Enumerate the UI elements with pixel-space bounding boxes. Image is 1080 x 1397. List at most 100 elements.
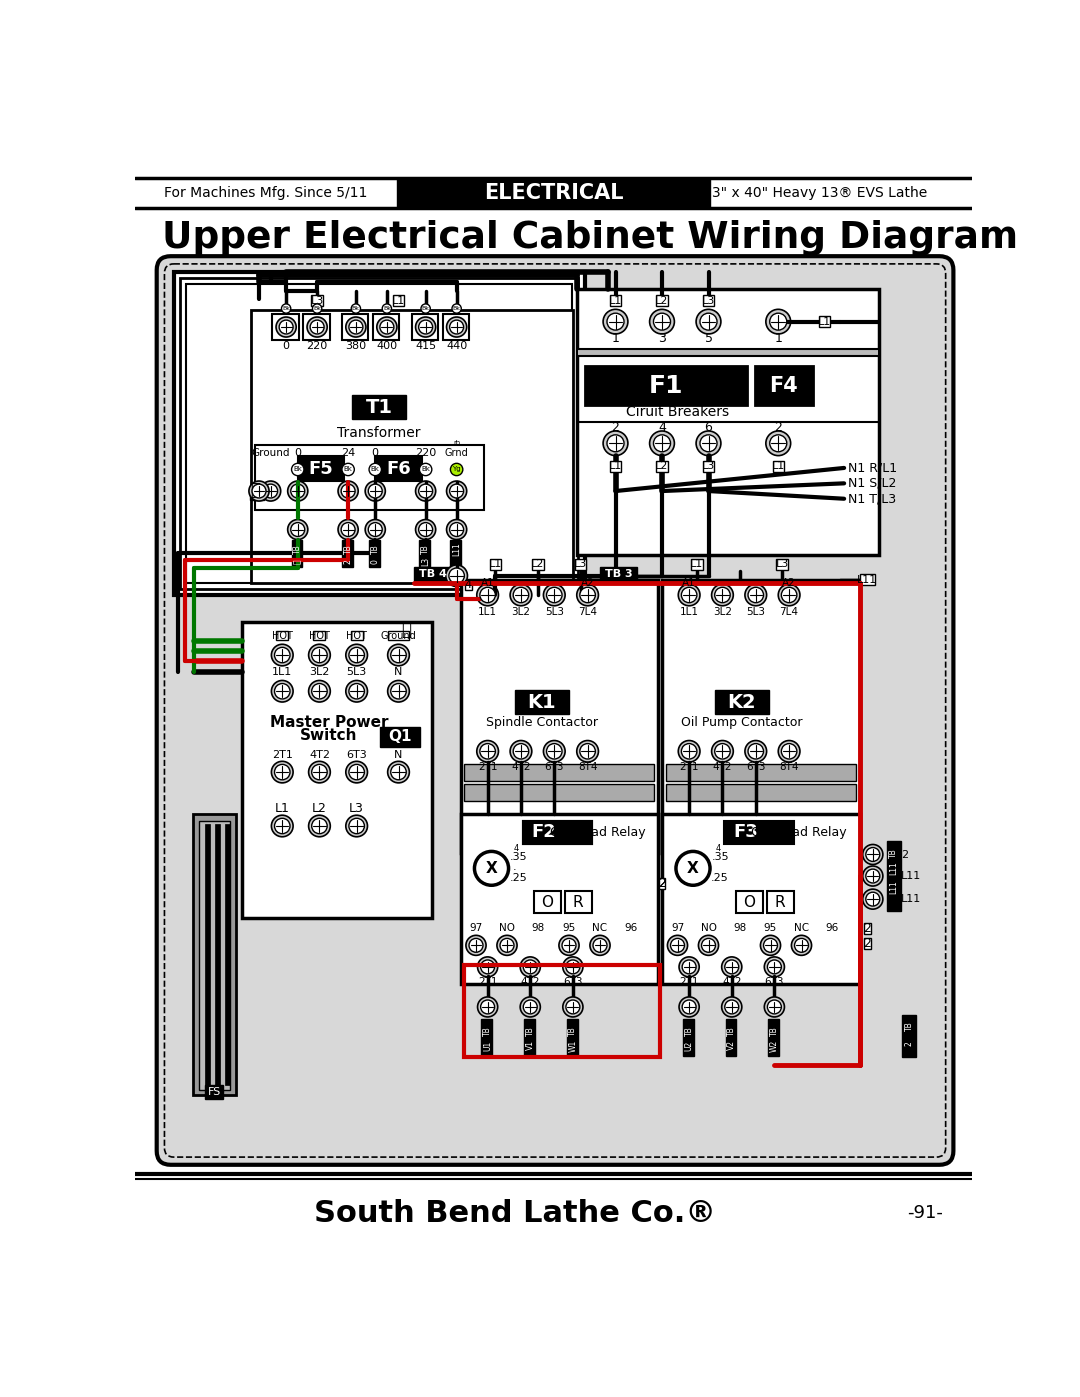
Text: L11: L11 bbox=[453, 542, 461, 556]
Text: 2T1: 2T1 bbox=[477, 761, 498, 771]
Bar bbox=[375, 457, 422, 481]
Circle shape bbox=[712, 584, 733, 606]
Circle shape bbox=[603, 309, 627, 334]
Bar bbox=[662, 814, 860, 983]
Circle shape bbox=[377, 317, 397, 337]
Text: L1: L1 bbox=[489, 559, 502, 569]
Text: Overload Relay: Overload Relay bbox=[752, 826, 847, 838]
Bar bbox=[515, 690, 569, 714]
Text: Transformer: Transformer bbox=[337, 426, 421, 440]
Circle shape bbox=[745, 740, 767, 763]
Text: 6T3: 6T3 bbox=[544, 761, 564, 771]
Text: Master Power: Master Power bbox=[270, 714, 388, 729]
Bar bbox=[342, 539, 353, 567]
Text: Ciruit Breakers: Ciruit Breakers bbox=[626, 405, 729, 419]
Circle shape bbox=[446, 481, 467, 502]
Text: ⏚: ⏚ bbox=[294, 560, 302, 564]
Text: Bk: Bk bbox=[421, 467, 430, 472]
Bar bbox=[460, 814, 658, 983]
Circle shape bbox=[562, 939, 576, 953]
Circle shape bbox=[419, 320, 433, 334]
Text: 415: 415 bbox=[415, 341, 436, 351]
Circle shape bbox=[700, 434, 717, 451]
Text: 6T3: 6T3 bbox=[347, 750, 367, 760]
Circle shape bbox=[349, 764, 364, 780]
Text: 400: 400 bbox=[376, 341, 397, 351]
Text: 3: 3 bbox=[658, 332, 666, 345]
Text: N: N bbox=[394, 666, 403, 678]
Text: L3: L3 bbox=[349, 802, 364, 814]
Bar bbox=[489, 559, 501, 570]
Circle shape bbox=[341, 522, 355, 536]
Circle shape bbox=[766, 309, 791, 334]
Bar bbox=[532, 559, 543, 570]
Bar bbox=[567, 1020, 578, 1056]
Circle shape bbox=[866, 848, 880, 862]
Bar bbox=[735, 891, 762, 914]
Text: 4: 4 bbox=[514, 844, 518, 852]
Circle shape bbox=[781, 587, 797, 602]
Text: N: N bbox=[394, 750, 403, 760]
Circle shape bbox=[563, 957, 583, 977]
Circle shape bbox=[721, 957, 742, 977]
Circle shape bbox=[866, 893, 880, 907]
Bar bbox=[450, 539, 461, 567]
Circle shape bbox=[419, 522, 433, 536]
Circle shape bbox=[476, 740, 499, 763]
Bar bbox=[342, 314, 368, 339]
Text: L3: L3 bbox=[421, 557, 430, 566]
Circle shape bbox=[481, 1000, 495, 1014]
Text: 13" x 40" Heavy 13® EVS Lathe: 13" x 40" Heavy 13® EVS Lathe bbox=[703, 186, 928, 200]
Circle shape bbox=[697, 309, 721, 334]
Text: L1: L1 bbox=[609, 296, 622, 306]
Bar bbox=[864, 939, 870, 950]
Bar bbox=[523, 820, 592, 844]
Text: 5L3: 5L3 bbox=[544, 606, 564, 617]
Text: F4: F4 bbox=[769, 376, 798, 395]
Circle shape bbox=[338, 481, 359, 502]
Text: 0: 0 bbox=[294, 447, 301, 458]
Text: .25: .25 bbox=[712, 873, 729, 883]
Circle shape bbox=[309, 816, 330, 837]
Bar bbox=[864, 923, 870, 935]
Circle shape bbox=[764, 939, 778, 953]
Circle shape bbox=[368, 522, 382, 536]
Bar bbox=[465, 580, 472, 590]
Circle shape bbox=[863, 866, 882, 886]
Text: 2: 2 bbox=[863, 922, 872, 935]
Bar bbox=[464, 764, 654, 781]
Text: N1 T/L3: N1 T/L3 bbox=[848, 492, 896, 506]
Bar bbox=[482, 1020, 492, 1056]
Text: L3: L3 bbox=[702, 296, 715, 306]
Bar bbox=[373, 314, 400, 339]
Bar bbox=[715, 690, 769, 714]
Circle shape bbox=[342, 464, 354, 475]
Bar bbox=[180, 278, 578, 588]
Circle shape bbox=[292, 464, 303, 475]
Text: 0: 0 bbox=[283, 341, 289, 351]
Circle shape bbox=[521, 997, 540, 1017]
Text: Bk: Bk bbox=[282, 306, 291, 312]
Text: Yg: Yg bbox=[453, 467, 461, 472]
Circle shape bbox=[681, 587, 697, 602]
Text: South Bend Lathe Co.®: South Bend Lathe Co.® bbox=[314, 1199, 716, 1228]
Text: 3L2: 3L2 bbox=[512, 606, 530, 617]
Circle shape bbox=[725, 1000, 739, 1014]
Circle shape bbox=[312, 764, 327, 780]
Circle shape bbox=[590, 936, 610, 956]
Text: L2: L2 bbox=[531, 559, 544, 569]
Bar bbox=[174, 271, 584, 595]
Text: L3: L3 bbox=[775, 559, 788, 569]
Text: 2T1: 2T1 bbox=[272, 750, 293, 760]
Bar bbox=[393, 295, 404, 306]
Text: K1: K1 bbox=[527, 693, 556, 711]
Bar bbox=[419, 539, 430, 567]
Text: Bk: Bk bbox=[313, 306, 321, 312]
Circle shape bbox=[291, 485, 305, 497]
Circle shape bbox=[521, 957, 540, 977]
Text: A1: A1 bbox=[481, 578, 495, 588]
Text: 4: 4 bbox=[715, 844, 720, 852]
Bar bbox=[777, 559, 787, 570]
Bar bbox=[666, 764, 855, 781]
Text: F6: F6 bbox=[387, 460, 410, 478]
